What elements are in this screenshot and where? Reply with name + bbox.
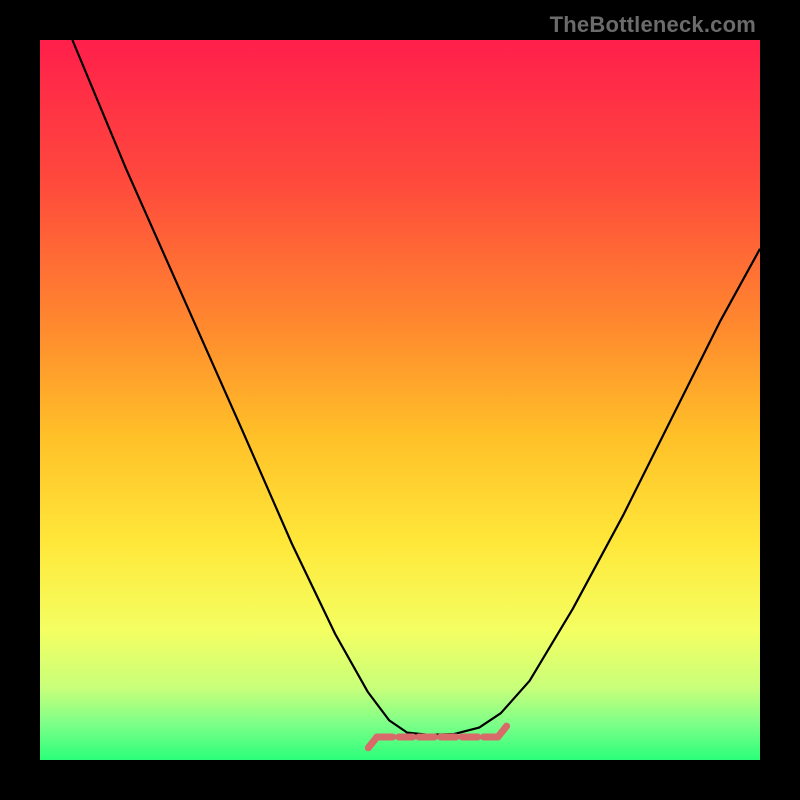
chart-frame: TheBottleneck.com xyxy=(0,0,800,800)
watermark-text: TheBottleneck.com xyxy=(550,12,756,38)
chart-svg xyxy=(0,0,800,800)
plot-background xyxy=(40,40,760,760)
